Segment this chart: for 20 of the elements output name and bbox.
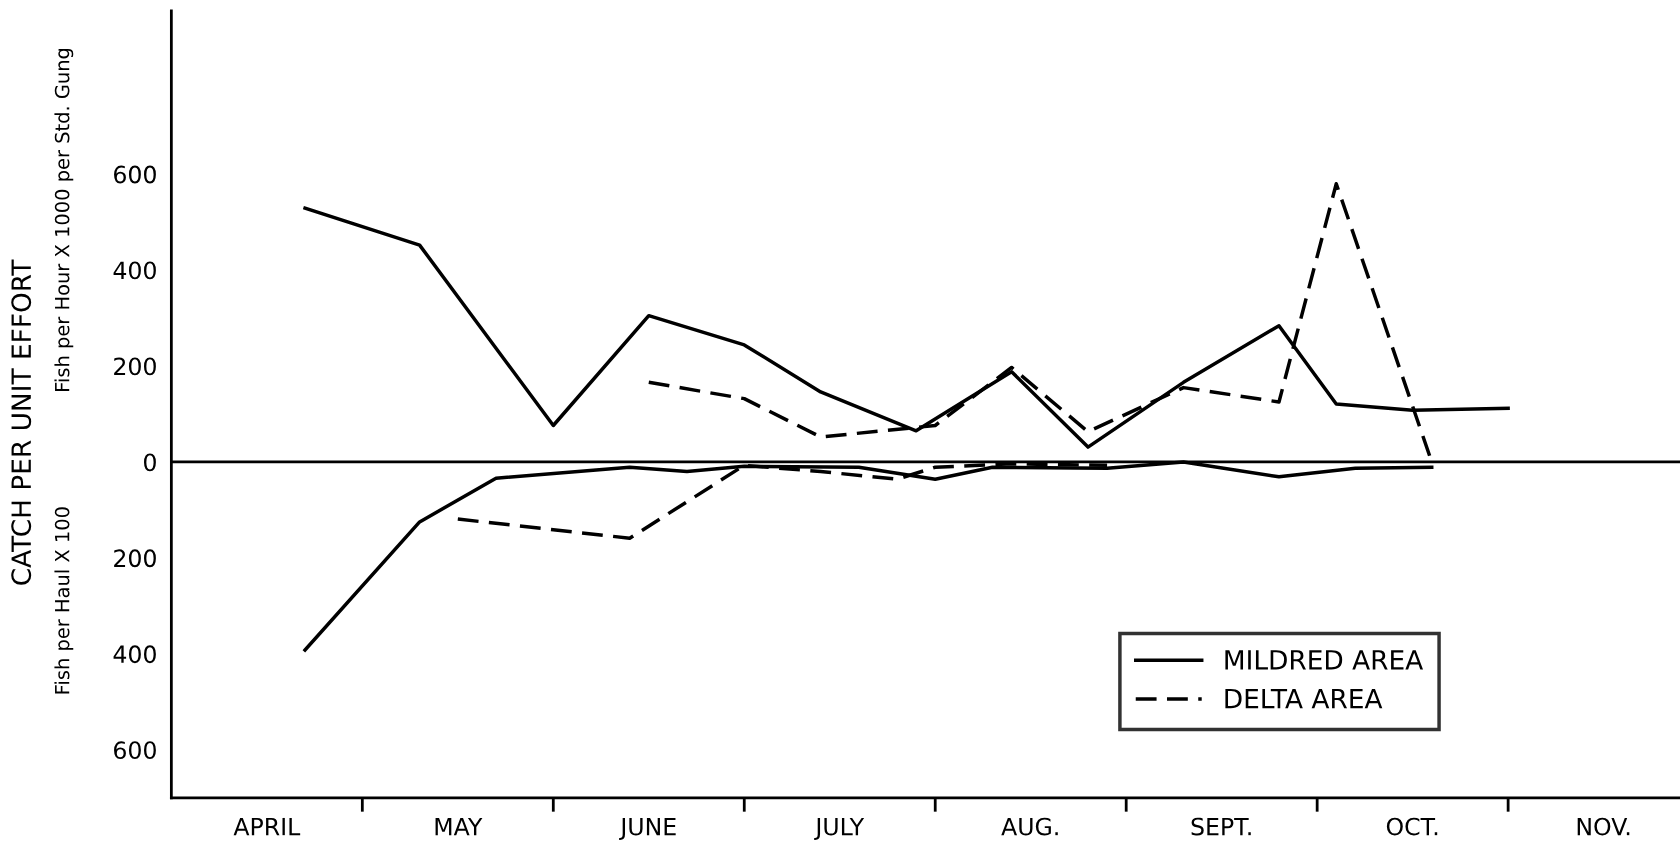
x-tick-label: OCT. <box>1386 817 1438 836</box>
x-tick-label: SEPT. <box>1191 817 1251 836</box>
x-tick-label: MAY <box>435 817 483 836</box>
text: Fish per Hour X 1000 per Std. Gung <box>54 48 74 391</box>
x-tick-label: JUNE <box>619 817 676 840</box>
y-tick-label: 200 <box>114 357 156 376</box>
legend-label: DELTA AREA <box>1225 688 1383 709</box>
y-tick-label: 600 <box>114 165 156 184</box>
x-tick-label: JULY <box>814 817 865 840</box>
y-tick-label: 400 <box>113 645 156 664</box>
x-tick-label: NOV. <box>1577 817 1630 836</box>
y-tick-label: 400 <box>113 261 156 280</box>
y-tick-label: 0 <box>144 453 156 472</box>
y-axis-title: CATCH PER UNIT EFFORT <box>11 259 32 585</box>
text: Fish per Haul X 100 <box>54 507 74 694</box>
y-tick-label: 600 <box>114 741 156 760</box>
x-tick-label: AUG. <box>1001 817 1058 836</box>
legend-label: MILDRED AREA <box>1225 650 1424 670</box>
y-tick-label: 200 <box>114 549 156 568</box>
x-tick-label: APRIL <box>233 817 301 836</box>
